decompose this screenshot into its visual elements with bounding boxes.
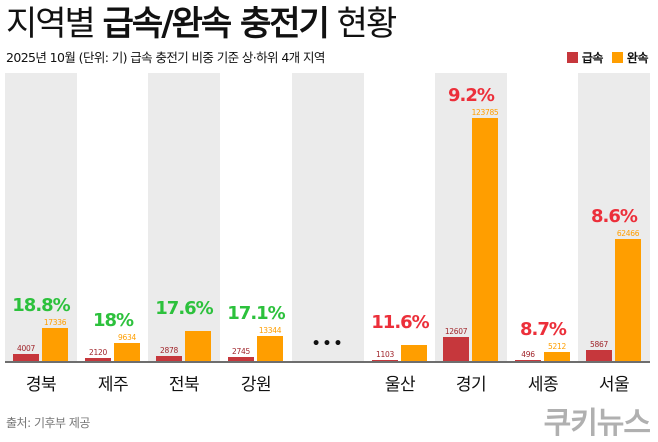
value-label-slow: 62466 (616, 229, 640, 238)
bar-fast (443, 337, 469, 362)
bar-slow (185, 331, 211, 362)
value-label-fast: 2120 (89, 348, 107, 357)
x-axis-label: 경북 (25, 375, 57, 395)
bar-fast (156, 356, 182, 362)
legend-label-fast: 급속 (581, 51, 604, 65)
value-label-fast: 2745 (232, 347, 250, 356)
bar-slow (114, 343, 140, 362)
x-axis-label: 경기 (455, 375, 487, 395)
value-label-fast: 4007 (17, 344, 35, 353)
value-label-slow: 9634 (118, 333, 136, 342)
bar-fast (228, 357, 254, 362)
bar-slow (472, 118, 498, 362)
bar-slow (257, 336, 283, 362)
bar-group: 1103 11.6% (364, 73, 436, 362)
bar-slow (544, 352, 570, 362)
chart-subtitle: 2025년 10월 (단위: 기) 급속 충전기 비중 기준 상·하위 4개 지… (6, 50, 325, 65)
value-label-fast: 5867 (590, 340, 608, 349)
x-axis-label: 제주 (97, 375, 129, 395)
value-label-slow: 17336 (43, 318, 67, 327)
fast-share-percent: 18.8% (12, 295, 70, 316)
x-axis-line (5, 361, 650, 363)
legend-label-slow: 완속 (626, 51, 649, 65)
title-part2: 현황 (327, 4, 398, 44)
legend-swatch-slow (611, 52, 623, 63)
title-bold: 급속/완속 충전기 (102, 4, 330, 44)
bar-group: 2745 13344 17.1% (220, 73, 292, 362)
bar-group: 2878 17.6% (148, 73, 220, 362)
chart-title: 지역별 급속/완속 충전기 현황 (6, 2, 398, 46)
legend: 급속 완속 (558, 49, 649, 66)
bar-group: 4007 17336 18.8% (5, 73, 77, 362)
x-axis-label: 울산 (384, 375, 416, 395)
column-band (5, 73, 77, 362)
value-label-slow: 5212 (548, 342, 566, 351)
value-label-slow: 123785 (471, 108, 499, 117)
x-axis-label: 서울 (598, 375, 630, 395)
bar-fast (85, 358, 111, 362)
bar-slow (615, 239, 641, 362)
ellipsis-separator: ••• (311, 336, 345, 352)
fast-share-percent: 11.6% (371, 312, 429, 333)
x-axis-label: 전북 (168, 375, 200, 395)
title-part1: 지역별 (6, 4, 103, 44)
column-band (292, 73, 364, 362)
bar-slow (42, 328, 68, 362)
fast-share-percent: 17.6% (155, 298, 213, 319)
fast-share-percent: 9.2% (448, 85, 495, 106)
fast-share-percent: 8.6% (591, 206, 638, 227)
value-label-fast: 496 (521, 350, 535, 359)
bar-fast (13, 354, 39, 362)
fast-share-percent: 17.1% (227, 303, 285, 324)
column-band (148, 73, 220, 362)
legend-swatch-fast (566, 52, 578, 63)
bar-group: 496 5212 8.7% (507, 73, 579, 362)
fast-share-percent: 18% (92, 310, 134, 331)
bar-group: 12607 123785 9.2% (435, 73, 507, 362)
x-axis-label: 강원 (240, 375, 272, 395)
brand-logo: 쿠키뉴스 (543, 406, 651, 441)
value-label-fast: 2878 (160, 346, 178, 355)
legend-item-fast: 급속 (566, 49, 604, 66)
fast-share-percent: 8.7% (520, 319, 567, 340)
legend-item-slow: 완속 (611, 49, 649, 66)
x-axis-label: 세종 (527, 375, 559, 395)
value-label-slow: 13344 (258, 326, 282, 335)
bar-group: 5867 62466 8.6% (578, 73, 650, 362)
value-label-fast: 12607 (444, 327, 468, 336)
bar-group: 2120 9634 18% (77, 73, 149, 362)
bar-slow (401, 345, 427, 362)
source-note: 출처: 기후부 제공 (6, 416, 90, 430)
bar-fast (586, 350, 612, 362)
value-label-fast: 1103 (376, 350, 394, 359)
